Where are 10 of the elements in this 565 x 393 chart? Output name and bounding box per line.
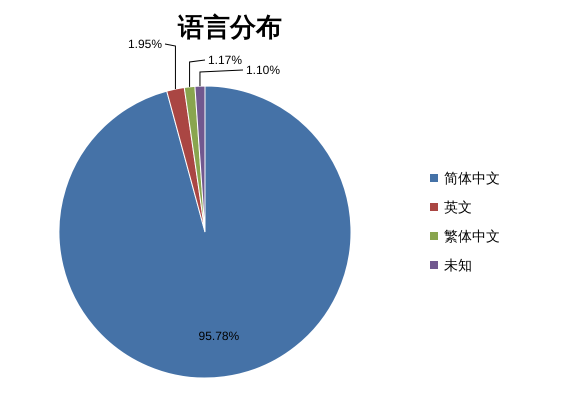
data-label: 1.95% xyxy=(128,37,162,51)
data-label: 1.10% xyxy=(246,63,280,77)
data-label: 1.17% xyxy=(208,53,242,67)
pie-slice xyxy=(58,86,352,378)
legend-label: 繁体中文 xyxy=(444,228,500,244)
legend-label: 英文 xyxy=(444,199,472,215)
legend-label: 简体中文 xyxy=(444,170,500,186)
data-label: 95.78% xyxy=(198,329,240,344)
legend-label: 未知 xyxy=(444,257,472,273)
chart-title: 语言分布 xyxy=(177,13,282,43)
